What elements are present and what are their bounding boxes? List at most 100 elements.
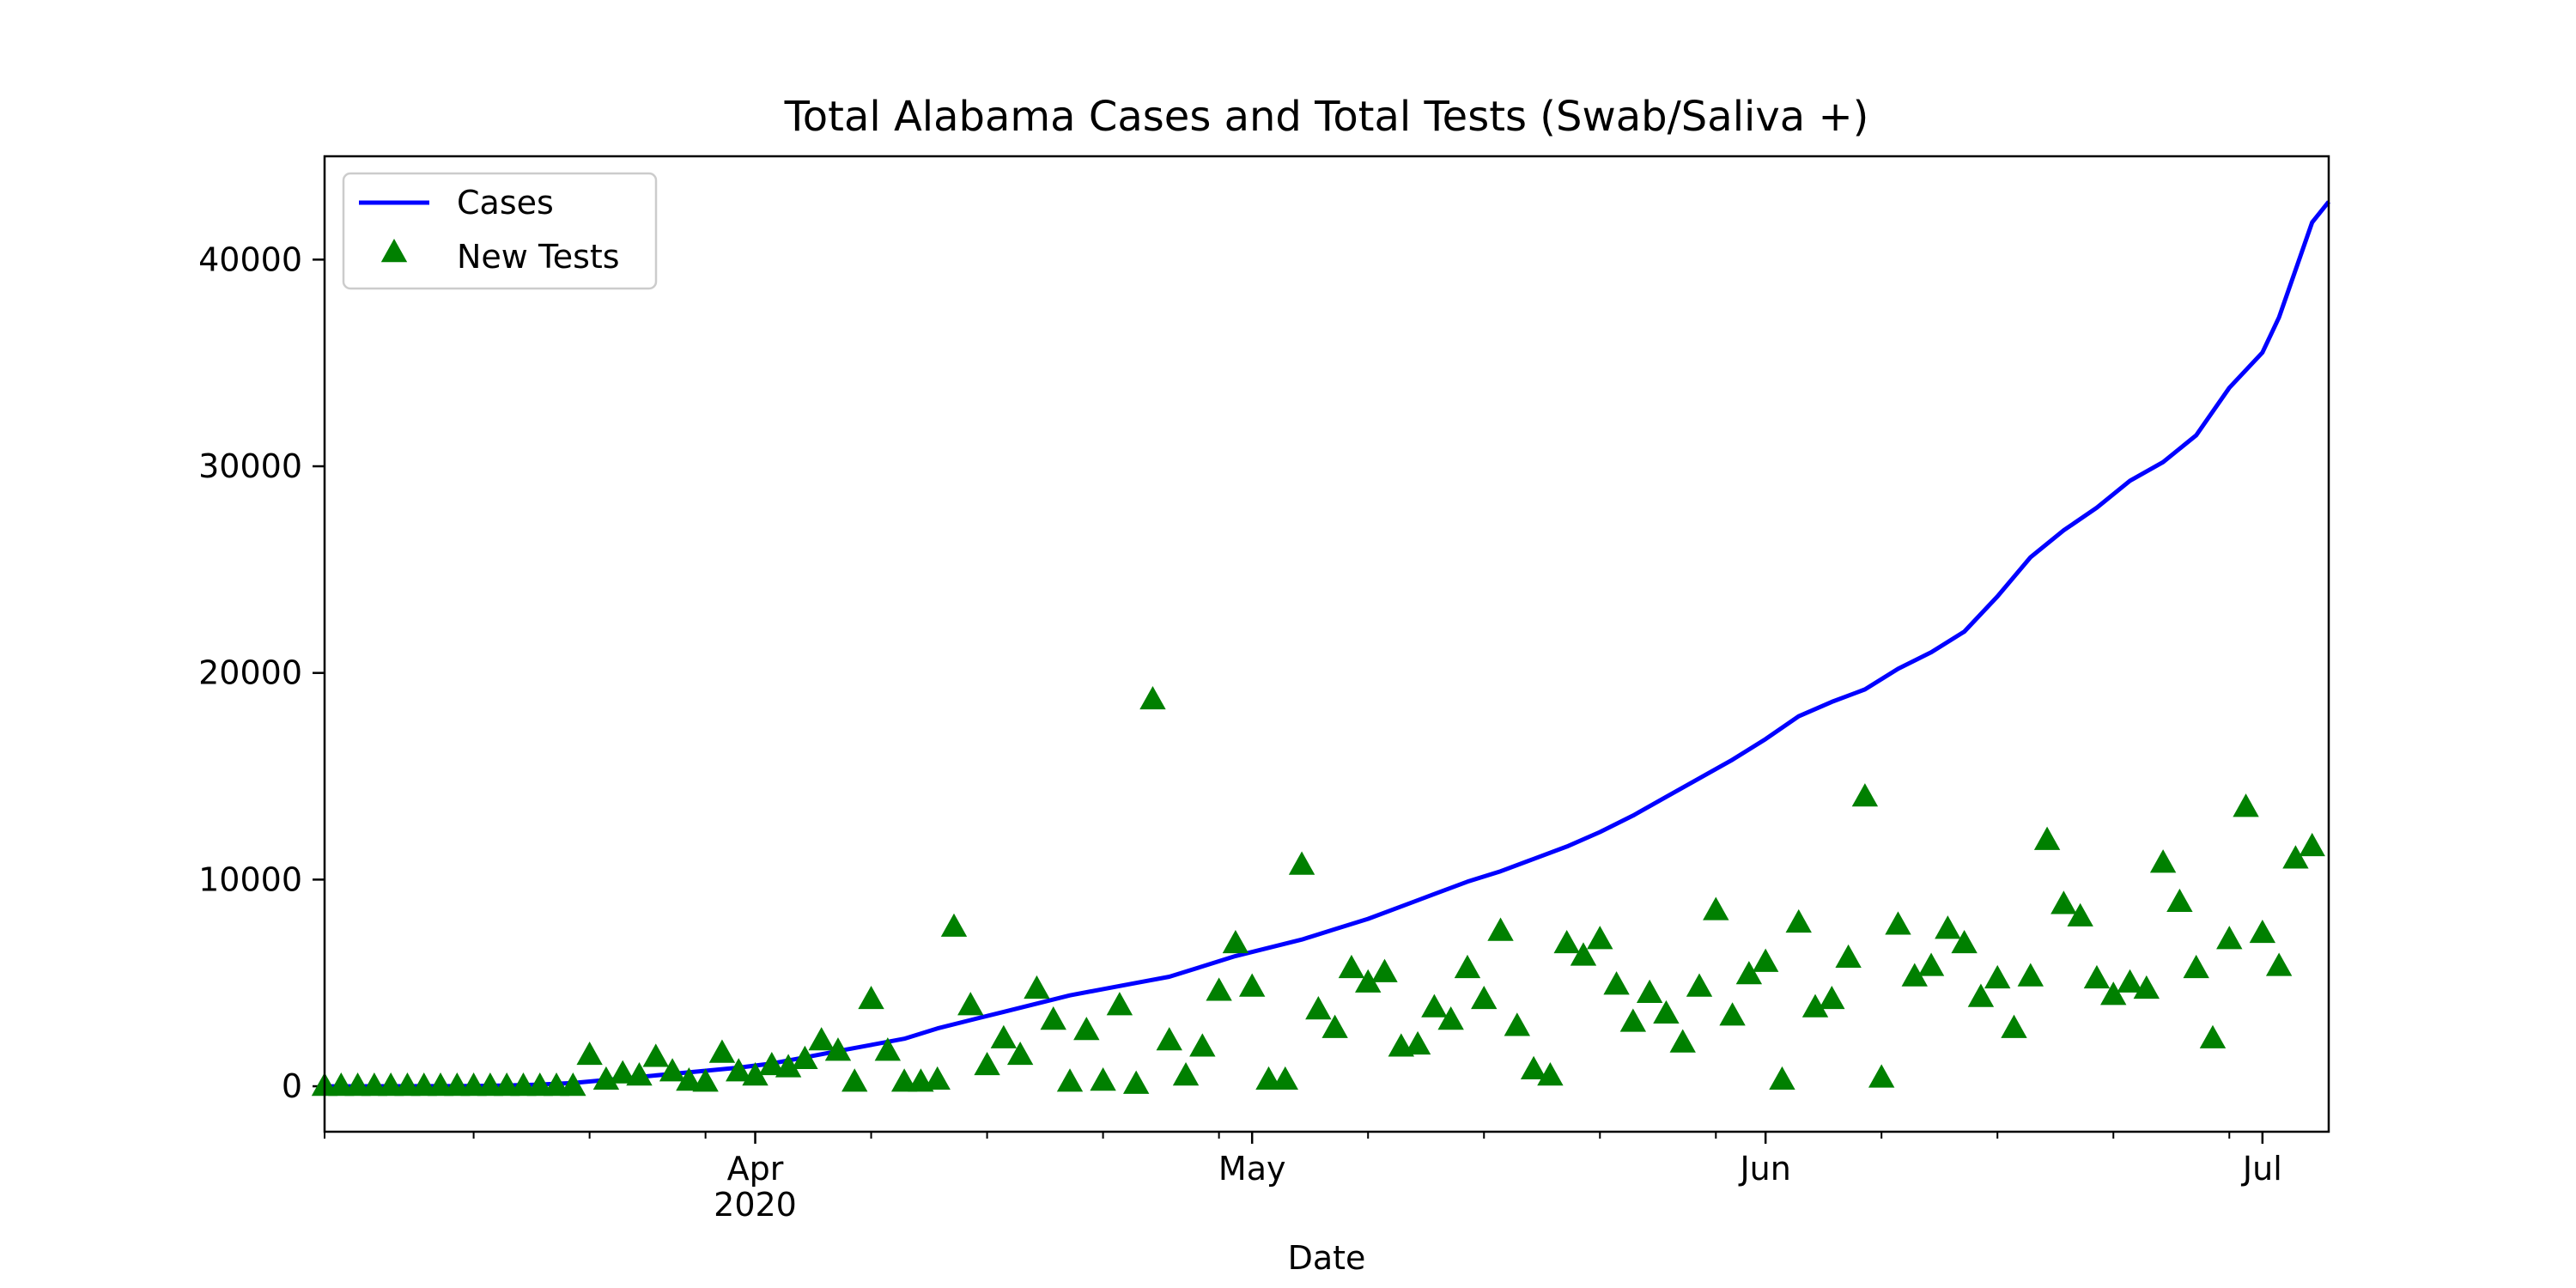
test-point xyxy=(1984,964,2011,989)
test-point xyxy=(2133,975,2160,999)
test-point xyxy=(2249,919,2276,944)
test-point xyxy=(858,985,884,1010)
test-point xyxy=(1653,999,1680,1024)
test-point xyxy=(1056,1068,1084,1092)
legend-tests-swatch xyxy=(380,239,408,263)
test-point xyxy=(1520,1055,1547,1079)
test-point xyxy=(1139,685,1166,710)
test-point xyxy=(2050,890,2077,914)
test-point xyxy=(2199,1024,2227,1048)
test-point xyxy=(1603,971,1630,995)
test-point xyxy=(659,1058,686,1082)
test-point xyxy=(1106,992,1133,1016)
test-point xyxy=(940,913,968,937)
test-point xyxy=(1967,983,1995,1007)
x-axis-label: Date xyxy=(1288,1239,1366,1277)
test-point xyxy=(427,1072,454,1097)
test-point xyxy=(1636,979,1663,1003)
test-point xyxy=(526,1072,553,1097)
y-tick-label: 20000 xyxy=(198,654,302,692)
test-point xyxy=(1851,783,1879,807)
test-point xyxy=(2001,1014,2027,1038)
test-point xyxy=(1885,911,1911,935)
test-point xyxy=(1553,929,1580,954)
x-tick-label: May xyxy=(1218,1150,1286,1188)
test-point xyxy=(708,1039,736,1063)
test-point xyxy=(1272,1066,1298,1091)
test-point xyxy=(1570,942,1597,966)
test-point xyxy=(1222,929,1249,954)
test-point xyxy=(592,1066,620,1091)
test-point xyxy=(957,992,984,1016)
y-tick-label: 40000 xyxy=(198,240,302,278)
test-point xyxy=(792,1045,818,1069)
legend-cases-label: Cases xyxy=(457,184,554,222)
legend-tests-label: New Tests xyxy=(457,238,620,276)
test-point xyxy=(775,1054,802,1078)
test-point xyxy=(2100,981,2127,1005)
test-point xyxy=(974,1051,1000,1076)
test-point xyxy=(361,1072,388,1097)
test-point xyxy=(1735,961,1763,985)
x-tick-sublabel: 2020 xyxy=(714,1186,797,1224)
test-point xyxy=(2083,964,2111,989)
test-point xyxy=(460,1072,487,1097)
test-point xyxy=(642,1043,669,1067)
test-point xyxy=(1355,969,1382,993)
test-point xyxy=(2017,963,2044,987)
test-point xyxy=(1504,1012,1531,1036)
test-point xyxy=(410,1072,437,1097)
test-point xyxy=(808,1027,835,1051)
test-point xyxy=(543,1072,570,1097)
y-tick-label: 0 xyxy=(282,1067,302,1105)
test-point xyxy=(510,1072,537,1097)
test-point xyxy=(890,1068,918,1092)
test-point xyxy=(1090,1067,1116,1091)
test-point xyxy=(1619,1008,1647,1032)
y-tick-label: 10000 xyxy=(198,860,302,898)
test-point xyxy=(1719,1002,1746,1026)
test-point xyxy=(2033,826,2061,850)
test-point xyxy=(676,1067,702,1091)
test-point xyxy=(692,1068,719,1092)
test-point xyxy=(1238,973,1266,997)
test-point xyxy=(1819,985,1845,1010)
test-point xyxy=(1172,1062,1200,1086)
test-point xyxy=(377,1072,404,1097)
test-point xyxy=(1421,993,1448,1018)
test-point xyxy=(1669,1029,1696,1053)
test-point xyxy=(2183,954,2209,979)
test-point xyxy=(2067,902,2093,927)
test-point xyxy=(841,1068,868,1092)
test-point xyxy=(1868,1064,1895,1088)
x-tick-label: Jul xyxy=(2241,1150,2282,1188)
test-point xyxy=(1951,929,1978,954)
test-point xyxy=(1371,958,1398,982)
test-point xyxy=(626,1062,653,1086)
test-point xyxy=(344,1072,371,1097)
test-point xyxy=(758,1051,786,1076)
test-point xyxy=(1901,963,1928,987)
test-point xyxy=(1288,851,1315,875)
test-point xyxy=(1305,996,1332,1020)
test-point xyxy=(2265,952,2293,976)
test-point xyxy=(1785,908,1812,933)
test-point xyxy=(990,1024,1018,1048)
test-point xyxy=(924,1066,951,1091)
test-point xyxy=(394,1072,421,1097)
x-tick-label: Jun xyxy=(1738,1150,1790,1188)
test-point xyxy=(742,1062,769,1086)
test-point xyxy=(1537,1062,1564,1086)
test-point xyxy=(1156,1027,1182,1051)
test-point xyxy=(1703,896,1729,920)
test-point xyxy=(576,1041,603,1066)
test-point xyxy=(2216,926,2243,950)
test-point xyxy=(1321,1014,1348,1038)
legend: Cases New Tests xyxy=(342,172,658,290)
test-point xyxy=(1752,948,1779,972)
test-point xyxy=(1471,985,1498,1010)
test-point xyxy=(1454,954,1481,979)
test-point xyxy=(1801,993,1829,1018)
